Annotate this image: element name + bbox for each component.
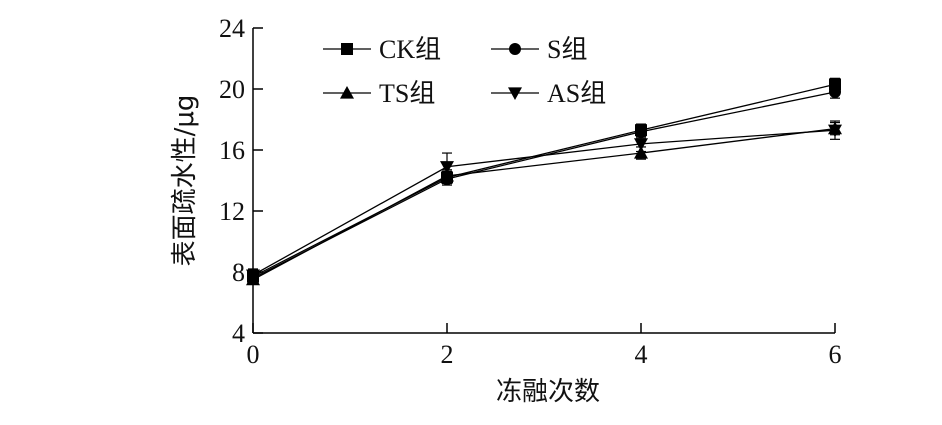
data-point bbox=[634, 138, 648, 151]
legend-marker bbox=[509, 43, 521, 55]
data-point bbox=[440, 161, 454, 174]
data-point bbox=[828, 124, 842, 138]
data-point bbox=[246, 269, 260, 283]
series-line-4 bbox=[252, 129, 836, 276]
y-tick-label: 24 bbox=[219, 14, 245, 43]
series-line-2 bbox=[252, 91, 836, 279]
x-tick-label: 6 bbox=[829, 340, 842, 369]
x-tick-label: 4 bbox=[635, 340, 648, 369]
x-tick-label: 0 bbox=[247, 340, 260, 369]
y-axis-title: 表面疏水性/μg bbox=[170, 95, 200, 267]
y-tick-label: 8 bbox=[232, 258, 245, 287]
legend-label: CK组 bbox=[379, 35, 441, 64]
legend-marker bbox=[340, 86, 354, 99]
series-line-3 bbox=[252, 128, 836, 281]
series-line-1 bbox=[252, 83, 836, 278]
legend-label: TS组 bbox=[379, 79, 435, 108]
y-tick-label: 4 bbox=[232, 319, 245, 348]
data-point bbox=[635, 125, 647, 138]
legend-label: AS组 bbox=[547, 79, 606, 108]
data-point bbox=[829, 86, 841, 99]
x-axis-title: 冻融次数 bbox=[496, 377, 600, 407]
y-tick-label: 12 bbox=[219, 197, 245, 226]
y-tick-label: 20 bbox=[219, 75, 245, 104]
x-tick-label: 2 bbox=[441, 340, 454, 369]
legend-marker bbox=[341, 43, 353, 55]
legend-label: S组 bbox=[547, 35, 587, 64]
y-tick-label: 16 bbox=[219, 136, 245, 165]
data-point bbox=[634, 146, 648, 159]
legend-marker bbox=[508, 87, 522, 100]
